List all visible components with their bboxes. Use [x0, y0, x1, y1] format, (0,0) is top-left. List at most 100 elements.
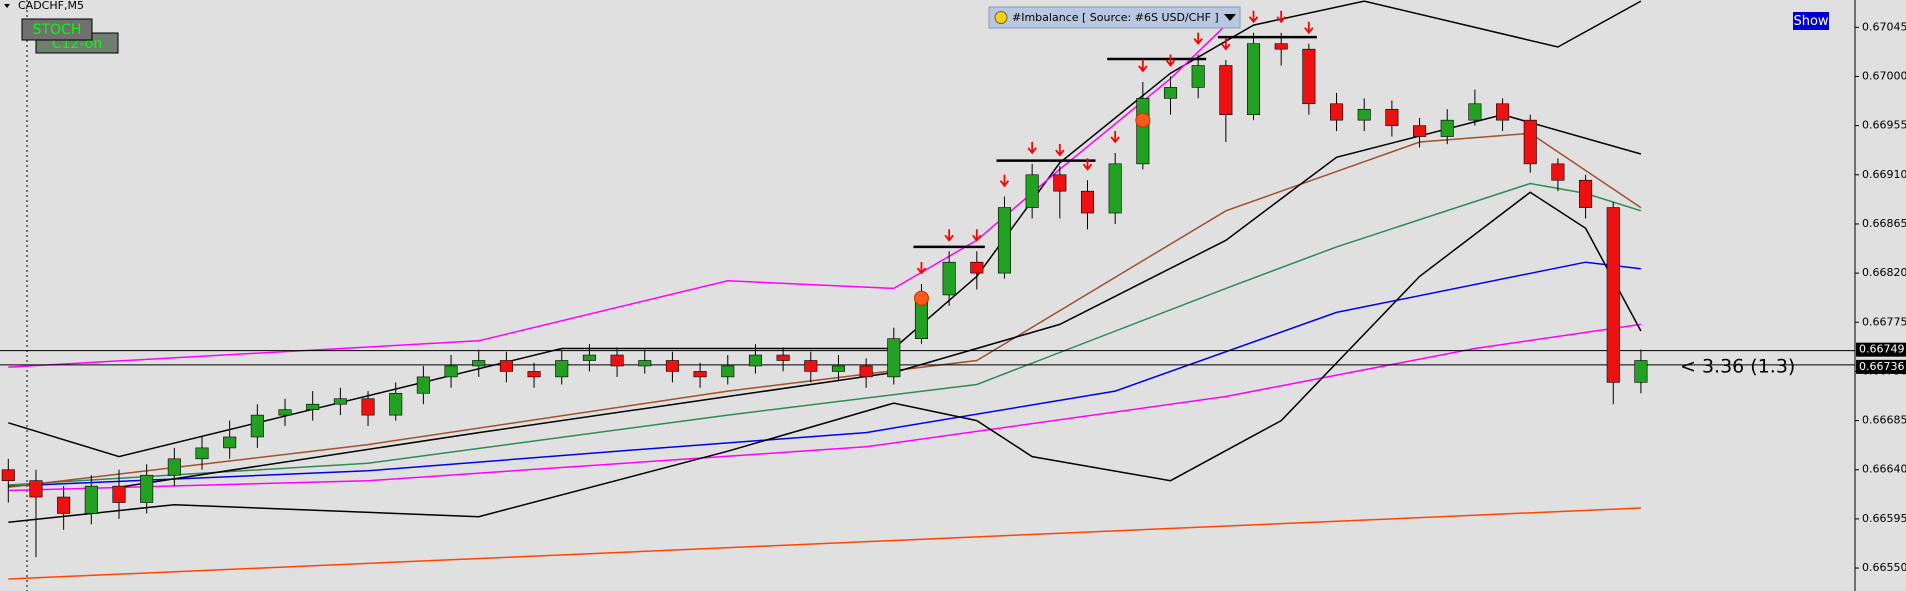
candle-body	[555, 360, 569, 378]
price-label: 0.66736	[1859, 360, 1905, 373]
dropdown-arrow[interactable]	[1224, 14, 1236, 21]
price-label-box	[1856, 342, 1906, 357]
sell-arrow	[916, 262, 927, 275]
sell-arrow	[999, 174, 1010, 188]
candle-body	[748, 354, 762, 367]
sell-arrow	[1027, 141, 1037, 155]
candle-body	[140, 474, 154, 503]
candle-body	[638, 360, 652, 367]
banner-box[interactable]	[988, 6, 1241, 29]
candle-body	[1413, 125, 1427, 137]
candle-body	[527, 371, 541, 378]
indicator-box[interactable]	[21, 18, 93, 41]
candle-body	[970, 261, 984, 274]
plot-area	[0, 0, 1855, 580]
candle-body	[942, 261, 956, 296]
candle-body	[665, 360, 679, 372]
candle-body	[29, 480, 43, 498]
y-tick-label: 0.66685	[1862, 414, 1906, 427]
candle-body	[1634, 360, 1648, 383]
candle-body	[333, 398, 347, 405]
banner-text[interactable]: #Imbalance [ Source: #6S USD/CHF ]	[1012, 11, 1219, 24]
indicator-line	[8, 323, 1642, 492]
collapse-icon	[4, 4, 10, 8]
y-tick-label: 0.66640	[1862, 463, 1906, 476]
sell-arrow	[972, 229, 982, 242]
candle-body	[1025, 174, 1039, 208]
indicator-line	[8, 191, 1642, 523]
candle-body	[112, 485, 126, 503]
candle-body	[1440, 119, 1454, 137]
candle-body	[499, 360, 513, 372]
candle-body	[167, 458, 181, 476]
y-tick-label: 0.66595	[1862, 512, 1906, 525]
indicator-line	[8, 0, 1642, 458]
show-button[interactable]	[1793, 12, 1829, 30]
candle-body	[582, 354, 596, 361]
indicator-line	[8, 182, 1642, 486]
candle-body	[997, 207, 1012, 274]
candle-body	[1053, 174, 1067, 192]
signal-dot	[913, 290, 929, 306]
sell-arrow	[1304, 21, 1314, 35]
candle-body	[1219, 65, 1233, 116]
candle-body	[1108, 163, 1122, 214]
candle-body	[1191, 65, 1205, 88]
candle-body	[223, 436, 237, 449]
candle-body	[831, 365, 845, 372]
y-tick-label: 0.67000	[1862, 69, 1906, 82]
candle-body	[1136, 98, 1150, 165]
candle-body	[859, 365, 873, 378]
y-tick-label: 0.66820	[1862, 266, 1906, 279]
price-label: 0.66749	[1859, 343, 1905, 356]
candle-body	[250, 414, 264, 438]
candle-body	[1163, 87, 1178, 99]
candle-body	[610, 354, 624, 367]
y-tick-label: 0.66910	[1862, 168, 1906, 181]
candle-body	[306, 403, 320, 410]
banner-icon	[994, 11, 1008, 24]
sell-arrow	[1276, 10, 1286, 24]
annotation: < 3.36 (1.3)	[1680, 356, 1795, 378]
candle-body	[1080, 190, 1095, 214]
candle-body	[278, 409, 292, 416]
candle-body	[57, 496, 71, 514]
sell-arrow	[1138, 59, 1148, 73]
indicator-line	[8, 24, 1227, 368]
candle-body	[416, 376, 430, 394]
y-tick-label: 0.66955	[1862, 119, 1906, 132]
sell-arrow	[1221, 38, 1231, 51]
sell-arrow	[1055, 144, 1065, 157]
candle-body	[776, 354, 790, 361]
y-tick-label: 0.66865	[1862, 217, 1906, 230]
candle-body	[389, 392, 403, 416]
y-tick-label: 0.66550	[1862, 561, 1906, 574]
y-tick-label: 0.67045	[1862, 20, 1906, 33]
candle-body	[887, 338, 901, 378]
sell-arrow	[1110, 130, 1120, 144]
indicator-line	[8, 261, 1641, 487]
show-button-label[interactable]: Show	[1793, 14, 1828, 29]
signal-dot	[1135, 112, 1151, 128]
y-tick-label: 0.66775	[1862, 315, 1906, 328]
sell-arrow	[1193, 32, 1203, 46]
candle-body	[721, 365, 735, 378]
candle-body	[1, 469, 15, 481]
candle-body	[1330, 103, 1344, 121]
candle-body	[1302, 48, 1316, 105]
candle-body	[84, 485, 98, 514]
candle-body	[444, 365, 458, 378]
sell-arrow	[1248, 10, 1259, 24]
candle-body	[1468, 103, 1482, 121]
candle-body	[1606, 207, 1620, 383]
candle-body	[195, 447, 209, 460]
candle-body	[1357, 108, 1371, 121]
candle-body	[1385, 108, 1399, 126]
sell-arrow	[944, 229, 954, 242]
chart-title: CADCHF,M5	[18, 0, 84, 12]
indicator-label[interactable]: STOCH	[33, 22, 82, 38]
candle-body	[693, 371, 707, 378]
indicator-line	[8, 132, 1642, 488]
